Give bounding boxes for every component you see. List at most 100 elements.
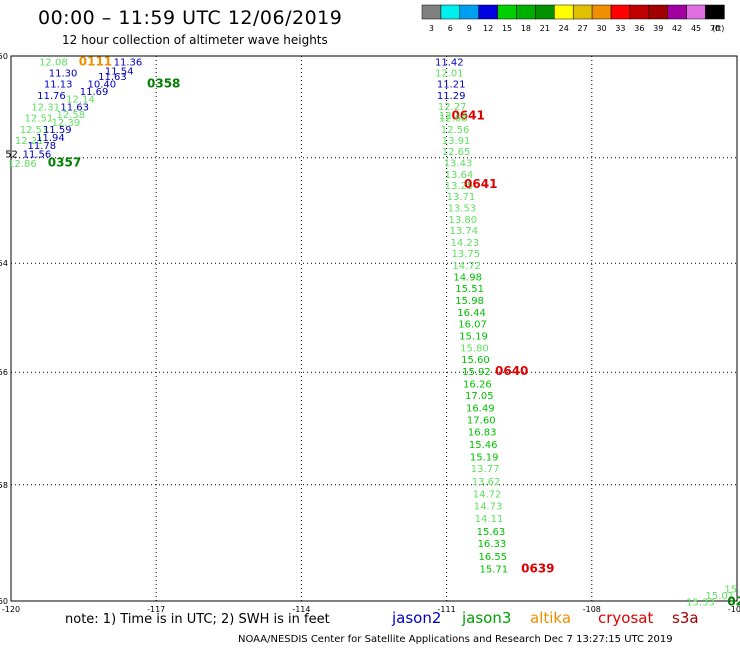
wave-height-label: 11.63: [98, 72, 127, 83]
legend-tick-label: 18: [521, 24, 531, 33]
legend-tick-label: 12: [483, 24, 493, 33]
wave-height-label: 15.51: [455, 284, 484, 295]
wave-height-label: 13.43: [444, 158, 473, 169]
satellite-legend-cryosat: cryosat: [598, 609, 654, 627]
wave-height-label: 17.05: [465, 391, 494, 402]
wave-height-label: 12.53: [20, 125, 49, 136]
legend-swatch: [440, 4, 461, 20]
latitude-tick-label: -54: [0, 259, 8, 268]
wave-height-label: 12.31: [31, 102, 60, 113]
pass-time-label: 02: [727, 595, 740, 609]
wave-height-label: 12.08: [39, 58, 68, 69]
wave-height-label: 15.60: [461, 355, 490, 366]
wave-height-label: 11.13: [44, 80, 73, 91]
pass-time-label: 0640: [495, 364, 528, 378]
wave-height-label: 12.56: [441, 125, 470, 136]
wave-height-label: 13.25: [445, 181, 474, 192]
pass-time-label: 0357: [48, 155, 81, 169]
wave-height-label: 14.72: [473, 489, 502, 500]
time-unit-note: note: 1) Time is in UTC; 2) SWH is in fe…: [65, 612, 330, 627]
pass-time-label: 0641: [464, 177, 497, 191]
wave-height-label: 13.80: [449, 215, 478, 226]
wave-height-label: 11.42: [435, 58, 464, 69]
longitude-tick-label: -111: [438, 605, 456, 614]
latitude-labels: -50 -54 -56 -58 -60: [0, 52, 8, 606]
legend-swatch: [421, 4, 442, 20]
latitude-tick-label: -50: [0, 52, 8, 61]
wave-height-label: 12.19: [439, 111, 468, 122]
credit-line: NOAA/NESDIS Center for Satellite Applica…: [238, 634, 673, 645]
wave-height-label: 16.49: [466, 403, 495, 414]
wave-height-label: 13.71: [447, 192, 476, 203]
wave-height-label: 15.71: [480, 565, 509, 576]
satellite-legend-jason3: jason3: [462, 609, 512, 627]
wave-height-label: 14.23: [450, 238, 479, 249]
legend-swatch: [629, 4, 650, 20]
wave-height-label: 16.44: [457, 308, 486, 319]
longitude-tick-label: -105: [728, 605, 740, 614]
graticule: [11, 56, 737, 601]
wave-height-label: 15.92: [462, 367, 491, 378]
wave-height-label: 11.94: [36, 133, 65, 144]
wave-height-label: 15.33: [686, 598, 715, 609]
legend-swatch: [686, 4, 706, 20]
legend-swatch: [705, 4, 725, 20]
longitude-tick-label: -117: [147, 605, 165, 614]
wave-height-label: 11.59: [43, 125, 72, 136]
wave-height-label: 11.21: [437, 80, 466, 91]
wave-height-label: 11.63: [60, 102, 89, 113]
wave-height-label: 12.68: [439, 114, 468, 125]
wave-height-label: 12.14: [66, 94, 95, 105]
pass-time-label: 0111: [79, 55, 112, 69]
satellite-legend-altika: altika: [530, 609, 572, 627]
wave-height-label: 13.77: [471, 464, 500, 475]
legend-swatch: [535, 4, 555, 20]
wave-height-label: 16.26: [463, 379, 492, 390]
legend-swatch: [667, 4, 687, 20]
longitude-labels: -120 -117 -114 -111 -108 -105: [2, 605, 740, 614]
page-title: 00:00 – 11:59 UTC 12/06/2019: [38, 7, 343, 29]
wave-height-label: 11.29: [437, 91, 466, 102]
wave-height-label: 12.65: [442, 147, 471, 158]
legend-tick-label: 24: [559, 24, 569, 33]
legend-tick-label: 9: [467, 24, 472, 33]
legend-tick-label: 45: [691, 24, 701, 33]
wave-height-label: 15.98: [455, 296, 484, 307]
wave-height-label: 11.36: [114, 58, 143, 69]
wave-height-label: 11.54: [105, 67, 134, 78]
legend-tick-label: 27: [578, 24, 588, 33]
wave-height-label: 11.30: [49, 69, 78, 80]
pass-time-label: 0358: [147, 77, 180, 91]
wave-height-label: 15.80: [460, 343, 489, 354]
wave-height-label: 11.69: [80, 87, 109, 98]
wave-height-label: 14.11: [475, 514, 504, 525]
legend-tick-label: 15: [502, 24, 512, 33]
color-legend: 3 6 9 12 15 18 21 24 27 30 33 36 39 42 45 70(ft): [421, 4, 725, 33]
wave-height-label: 14.98: [453, 273, 482, 284]
legend-tick-label: 42: [672, 24, 682, 33]
map-frame: [10, 55, 738, 602]
legend-tick-label: 21: [540, 24, 550, 33]
legend-tick-label: 33: [615, 24, 625, 33]
wave-height-label: 16.33: [478, 539, 507, 550]
satellite-legend-s3a: s3a: [672, 609, 699, 627]
legend-tick-label: 3: [429, 24, 434, 33]
wave-height-label: 12.86: [8, 159, 37, 170]
legend-swatch: [497, 4, 517, 20]
wave-height-label: 12.58: [56, 110, 85, 121]
wave-height-label: 13.64: [445, 170, 474, 181]
wave-height-label: 13.62: [472, 477, 501, 488]
legend-tick-label: 6: [448, 24, 453, 33]
wave-height-label: 12.21: [15, 136, 44, 147]
wave-height-label: 13.74: [450, 226, 479, 237]
wave-height-label: 13.53: [448, 203, 477, 214]
wave-height-label: 11.76: [37, 91, 66, 102]
legend-swatch: [516, 4, 536, 20]
legend-tick-label: 39: [653, 24, 663, 33]
legend-swatch: [610, 4, 631, 20]
pass-time-label: 0639: [521, 562, 554, 576]
legend-tick-label: 30: [596, 24, 606, 33]
wave-height-label: 17.60: [467, 416, 496, 427]
